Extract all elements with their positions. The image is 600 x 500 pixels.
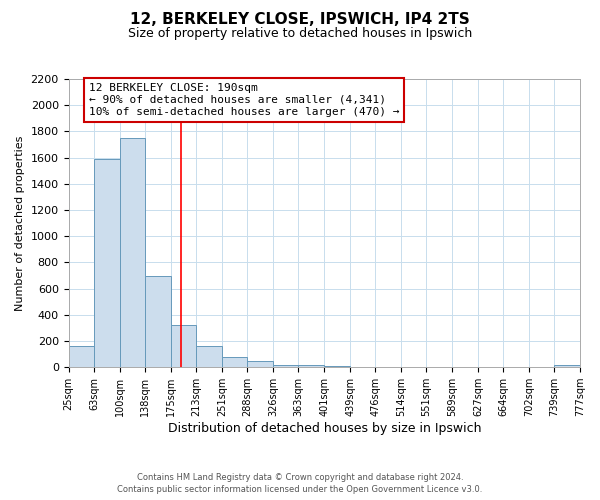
Bar — [196, 346, 222, 367]
Bar — [350, 366, 375, 367]
X-axis label: Distribution of detached houses by size in Ipswich: Distribution of detached houses by size … — [167, 422, 481, 435]
Bar — [324, 366, 350, 367]
Bar — [298, 366, 324, 367]
Text: Contains public sector information licensed under the Open Government Licence v3: Contains public sector information licen… — [118, 485, 482, 494]
Text: 12 BERKELEY CLOSE: 190sqm
← 90% of detached houses are smaller (4,341)
10% of se: 12 BERKELEY CLOSE: 190sqm ← 90% of detac… — [89, 84, 400, 116]
Y-axis label: Number of detached properties: Number of detached properties — [15, 136, 25, 311]
Text: Contains HM Land Registry data © Crown copyright and database right 2024.: Contains HM Land Registry data © Crown c… — [137, 472, 463, 482]
Bar — [247, 360, 273, 367]
Bar — [68, 346, 94, 367]
Bar — [119, 138, 145, 367]
Text: 12, BERKELEY CLOSE, IPSWICH, IP4 2TS: 12, BERKELEY CLOSE, IPSWICH, IP4 2TS — [130, 12, 470, 28]
Bar — [170, 326, 196, 367]
Bar — [273, 364, 298, 367]
Bar — [222, 356, 247, 367]
Text: Size of property relative to detached houses in Ipswich: Size of property relative to detached ho… — [128, 28, 472, 40]
Bar — [554, 364, 580, 367]
Bar — [145, 276, 170, 367]
Bar — [94, 159, 119, 367]
